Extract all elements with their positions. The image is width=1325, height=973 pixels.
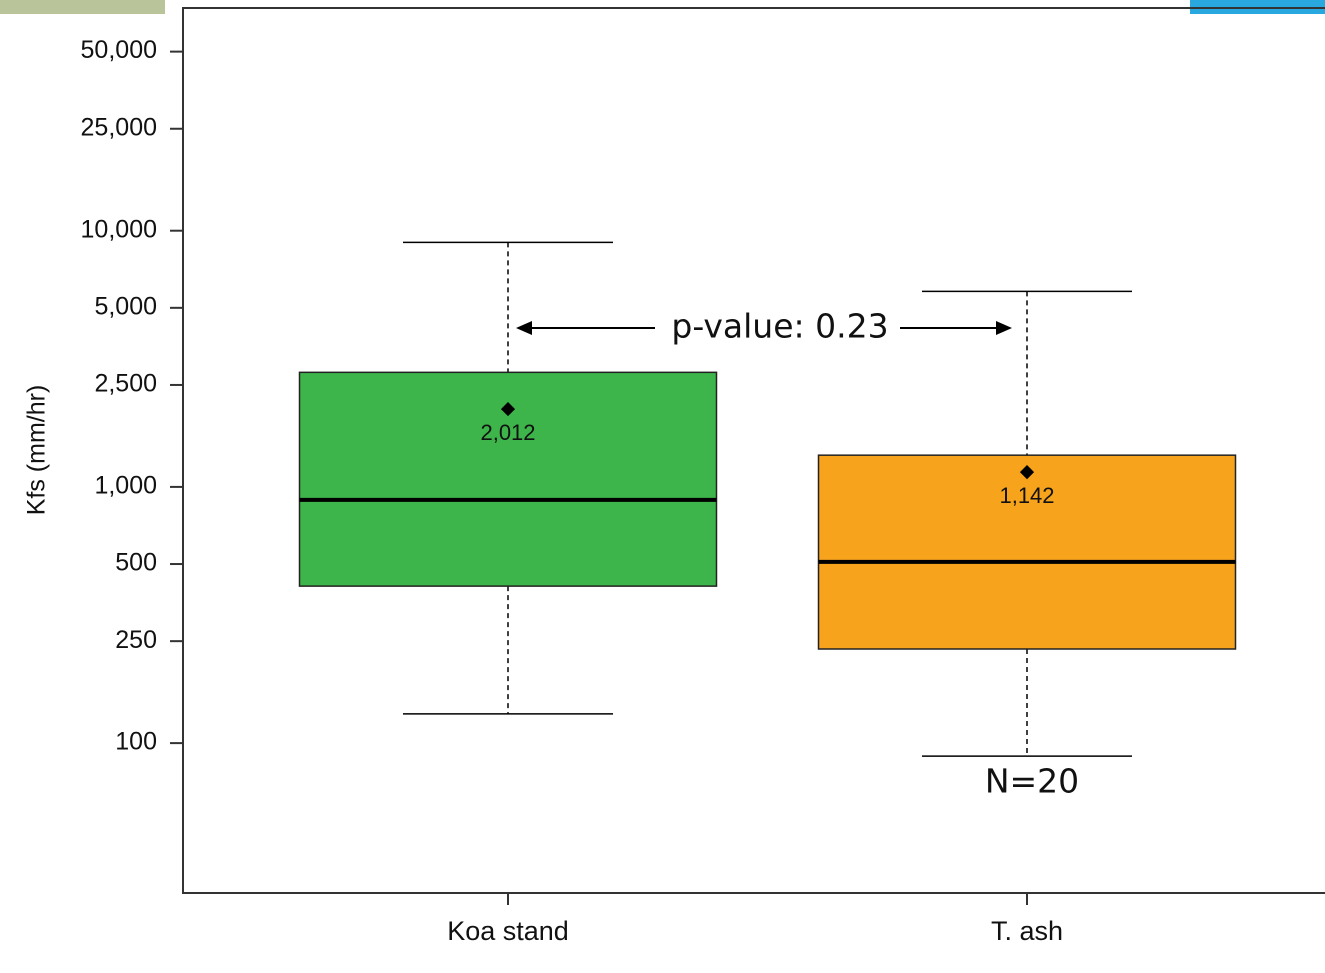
y-tick-label: 10,000 <box>81 215 157 243</box>
thumbnail <box>0 0 165 14</box>
y-tick-label: 5,000 <box>94 292 157 320</box>
y-tick-label: 500 <box>115 549 157 577</box>
mean-label: 2,012 <box>480 420 535 445</box>
y-axis-label: Kfs (mm/hr) <box>23 385 51 516</box>
y-tick-label: 250 <box>115 626 157 654</box>
mean-label: 1,142 <box>999 483 1054 508</box>
chart: Kfs (mm/hr) 50,000 25,000 10,000 5,000 2,500… <box>0 0 1325 973</box>
y-tick-label: 1,000 <box>94 472 157 500</box>
x-tick-label: T. ash <box>991 916 1063 946</box>
p-value: p-value: 0.23 <box>671 307 888 346</box>
x-tick-label: Koa stand <box>447 916 569 946</box>
y-tick-label: 25,000 <box>81 113 157 141</box>
y-tick-label: 100 <box>115 728 157 756</box>
sample-size: N=20 <box>985 762 1079 801</box>
y-tick-label: 2,500 <box>94 370 157 398</box>
y-tick-label: 50,000 <box>81 36 157 64</box>
